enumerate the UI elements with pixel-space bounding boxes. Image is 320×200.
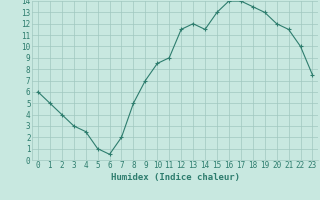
X-axis label: Humidex (Indice chaleur): Humidex (Indice chaleur) [111,173,240,182]
